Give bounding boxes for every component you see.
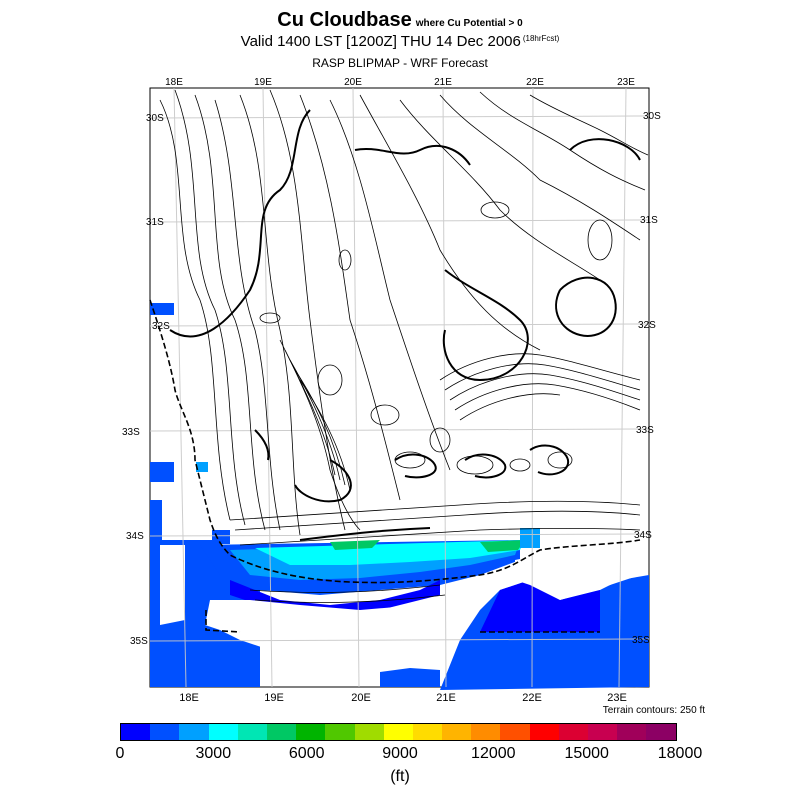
lat-label-right: 30S [643, 111, 661, 122]
colorbar-swatch [412, 724, 443, 740]
source-line: RASP BLIPMAP - WRF Forecast [312, 56, 488, 70]
colorbar-label: 6000 [288, 745, 325, 762]
lon-label-bottom: 18E [179, 692, 199, 704]
colorbar-swatch [617, 724, 647, 740]
colorbar-label: 12000 [471, 745, 516, 762]
colorbar-swatch [354, 724, 384, 740]
valid-time-text: Valid 1400 LST [1200Z] THU 14 Dec 2006 [240, 33, 521, 50]
colorbar-swatch [179, 724, 209, 740]
colorbar-swatch [588, 724, 618, 740]
lat-label-right: 33S [636, 425, 654, 436]
lat-label-right: 31S [640, 215, 658, 226]
lat-label-left: 32S [152, 321, 170, 332]
colorbar-swatch [237, 724, 267, 740]
lat-label-right: 35S [632, 635, 650, 646]
lon-label-top: 18E [165, 77, 183, 88]
colorbar-swatch [646, 724, 676, 740]
terrain-contours [159, 89, 649, 603]
colorbar-swatch [558, 724, 588, 740]
lon-labels-top: 18E 19E 20E 21E 22E 23E [165, 77, 635, 88]
colorbar-label: 0 [115, 745, 125, 762]
colorbar-label: 3000 [195, 745, 232, 762]
colorbar-swatch [266, 724, 297, 740]
colorbar-label: 9000 [382, 745, 418, 762]
colorbar-labels: 0 3000 6000 9000 12000 15000 18000 [116, 745, 703, 765]
title-main: Cu Cloudbase [277, 9, 412, 31]
lon-label-bottom: 19E [264, 692, 284, 704]
lat-label-right: 34S [634, 530, 652, 541]
title-qualifier: where Cu Potential > 0 [415, 18, 523, 29]
lon-label-top: 20E [344, 77, 362, 88]
colorbar-swatch [208, 724, 238, 740]
terrain-contours-major [169, 109, 641, 541]
map-title: Cu Cloudbase where Cu Potential > 0 [0, 9, 800, 32]
lat-labels-right: 30S 31S 32S 33S 34S 35S [632, 111, 661, 646]
coastline [149, 299, 641, 633]
graticule [149, 87, 650, 688]
colorbar-swatch [325, 724, 355, 740]
colorbar-swatch [471, 724, 501, 740]
lat-label-left: 33S [122, 427, 140, 438]
colorbar-swatch [500, 724, 530, 740]
lat-label-right: 32S [638, 320, 656, 331]
colorbar-label: 18000 [657, 745, 703, 762]
lon-label-bottom: 20E [351, 692, 371, 704]
terrain-contour-note: Terrain contours: 250 ft [602, 705, 705, 716]
lon-label-top: 23E [617, 77, 635, 88]
lon-label-top: 19E [254, 77, 272, 88]
colorbar-swatch [150, 724, 180, 740]
lon-label-bottom: 21E [436, 692, 456, 704]
colorbar-swatch [296, 724, 326, 740]
colorbar-swatch [442, 724, 472, 740]
lat-label-left: 34S [126, 531, 144, 542]
lon-label-top: 21E [434, 77, 452, 88]
colorbar-units: (ft) [390, 768, 410, 785]
colorbar-label: 15000 [564, 745, 609, 762]
lat-labels-left: 30S 31S 32S 33S 34S 35S [122, 113, 170, 647]
lon-label-top: 22E [526, 77, 544, 88]
lat-label-left: 31S [146, 217, 164, 228]
forecast-tag: (18hrFcst) [522, 34, 560, 43]
colorbar [120, 723, 677, 741]
lon-label-bottom: 23E [607, 692, 627, 704]
lat-label-left: 30S [146, 113, 164, 124]
colorbar-swatch [121, 724, 151, 740]
colorbar-swatch [383, 724, 413, 740]
valid-time: Valid 1400 LST [1200Z] THU 14 Dec 2006 (1… [0, 33, 800, 50]
lon-label-bottom: 22E [522, 692, 542, 704]
lon-labels-bottom: 18E 19E 20E 21E 22E 23E [179, 692, 627, 704]
colorbar-swatch [529, 724, 559, 740]
lat-label-left: 35S [130, 636, 148, 647]
